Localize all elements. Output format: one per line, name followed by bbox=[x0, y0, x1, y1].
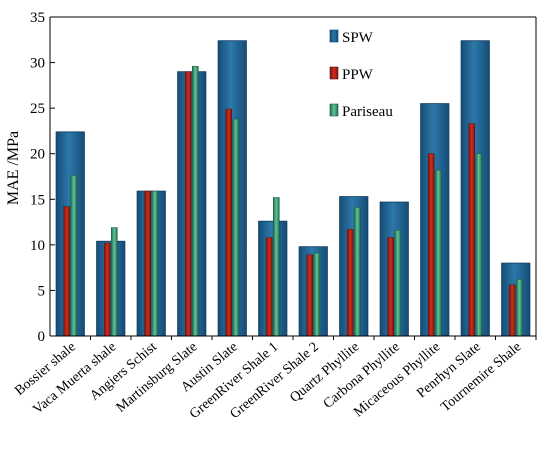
bar-ppw bbox=[468, 123, 475, 337]
bar-ppw bbox=[144, 190, 152, 337]
bar-pariseau bbox=[151, 190, 159, 337]
bar-spw bbox=[136, 190, 166, 337]
bar-ppw bbox=[265, 237, 273, 337]
bar-pariseau bbox=[354, 207, 361, 337]
bar-spw bbox=[217, 40, 247, 337]
y-axis-title: MAE /MPa bbox=[5, 131, 22, 205]
bar-ppw bbox=[184, 71, 192, 337]
bar-pariseau bbox=[273, 197, 280, 337]
bars-layer bbox=[55, 40, 531, 337]
bar-spw bbox=[501, 262, 531, 337]
bar-spw bbox=[55, 131, 85, 337]
bar-ppw bbox=[427, 153, 435, 337]
bar-spw bbox=[177, 71, 207, 337]
bar-ppw bbox=[346, 229, 354, 337]
bar-pariseau bbox=[232, 118, 240, 337]
y-tick-label: 10 bbox=[30, 238, 45, 254]
bar-spw bbox=[258, 220, 288, 337]
legend-label: Pariseau bbox=[342, 104, 393, 120]
bar-ppw bbox=[306, 254, 313, 337]
bar-spw bbox=[298, 246, 328, 337]
legend-label: PPW bbox=[342, 67, 374, 83]
bar-pariseau bbox=[516, 279, 523, 337]
legend-label: SPW bbox=[342, 30, 374, 46]
bar-pariseau bbox=[435, 169, 442, 337]
legend-swatch bbox=[329, 66, 339, 80]
y-tick-label: 35 bbox=[30, 10, 45, 26]
bar-pariseau bbox=[111, 227, 118, 337]
y-tick-label: 25 bbox=[30, 101, 45, 117]
bar-spw bbox=[379, 201, 409, 337]
y-tick-label: 5 bbox=[38, 283, 46, 299]
bar-ppw bbox=[103, 242, 111, 337]
bar-pariseau bbox=[70, 175, 78, 337]
bar-pariseau bbox=[313, 252, 321, 337]
bar-spw bbox=[96, 240, 126, 337]
legend-swatch bbox=[329, 29, 339, 43]
bar-spw bbox=[339, 196, 369, 337]
bar-spw bbox=[420, 103, 450, 337]
legend-swatch bbox=[329, 103, 339, 117]
y-tick-label: 30 bbox=[30, 56, 45, 72]
bar-ppw bbox=[63, 206, 70, 337]
bar-ppw bbox=[387, 237, 394, 337]
y-tick-label: 15 bbox=[30, 192, 45, 208]
legend: SPW PPW Pariseau bbox=[329, 29, 393, 120]
bar-pariseau bbox=[192, 65, 199, 337]
y-tick-label: 20 bbox=[30, 147, 45, 163]
bar-pariseau bbox=[475, 153, 483, 337]
bar-ppw bbox=[225, 108, 233, 337]
bar-pariseau bbox=[394, 230, 402, 337]
bar-spw bbox=[460, 40, 490, 337]
y-tick-label: 0 bbox=[38, 329, 46, 345]
bar-ppw bbox=[508, 284, 516, 337]
